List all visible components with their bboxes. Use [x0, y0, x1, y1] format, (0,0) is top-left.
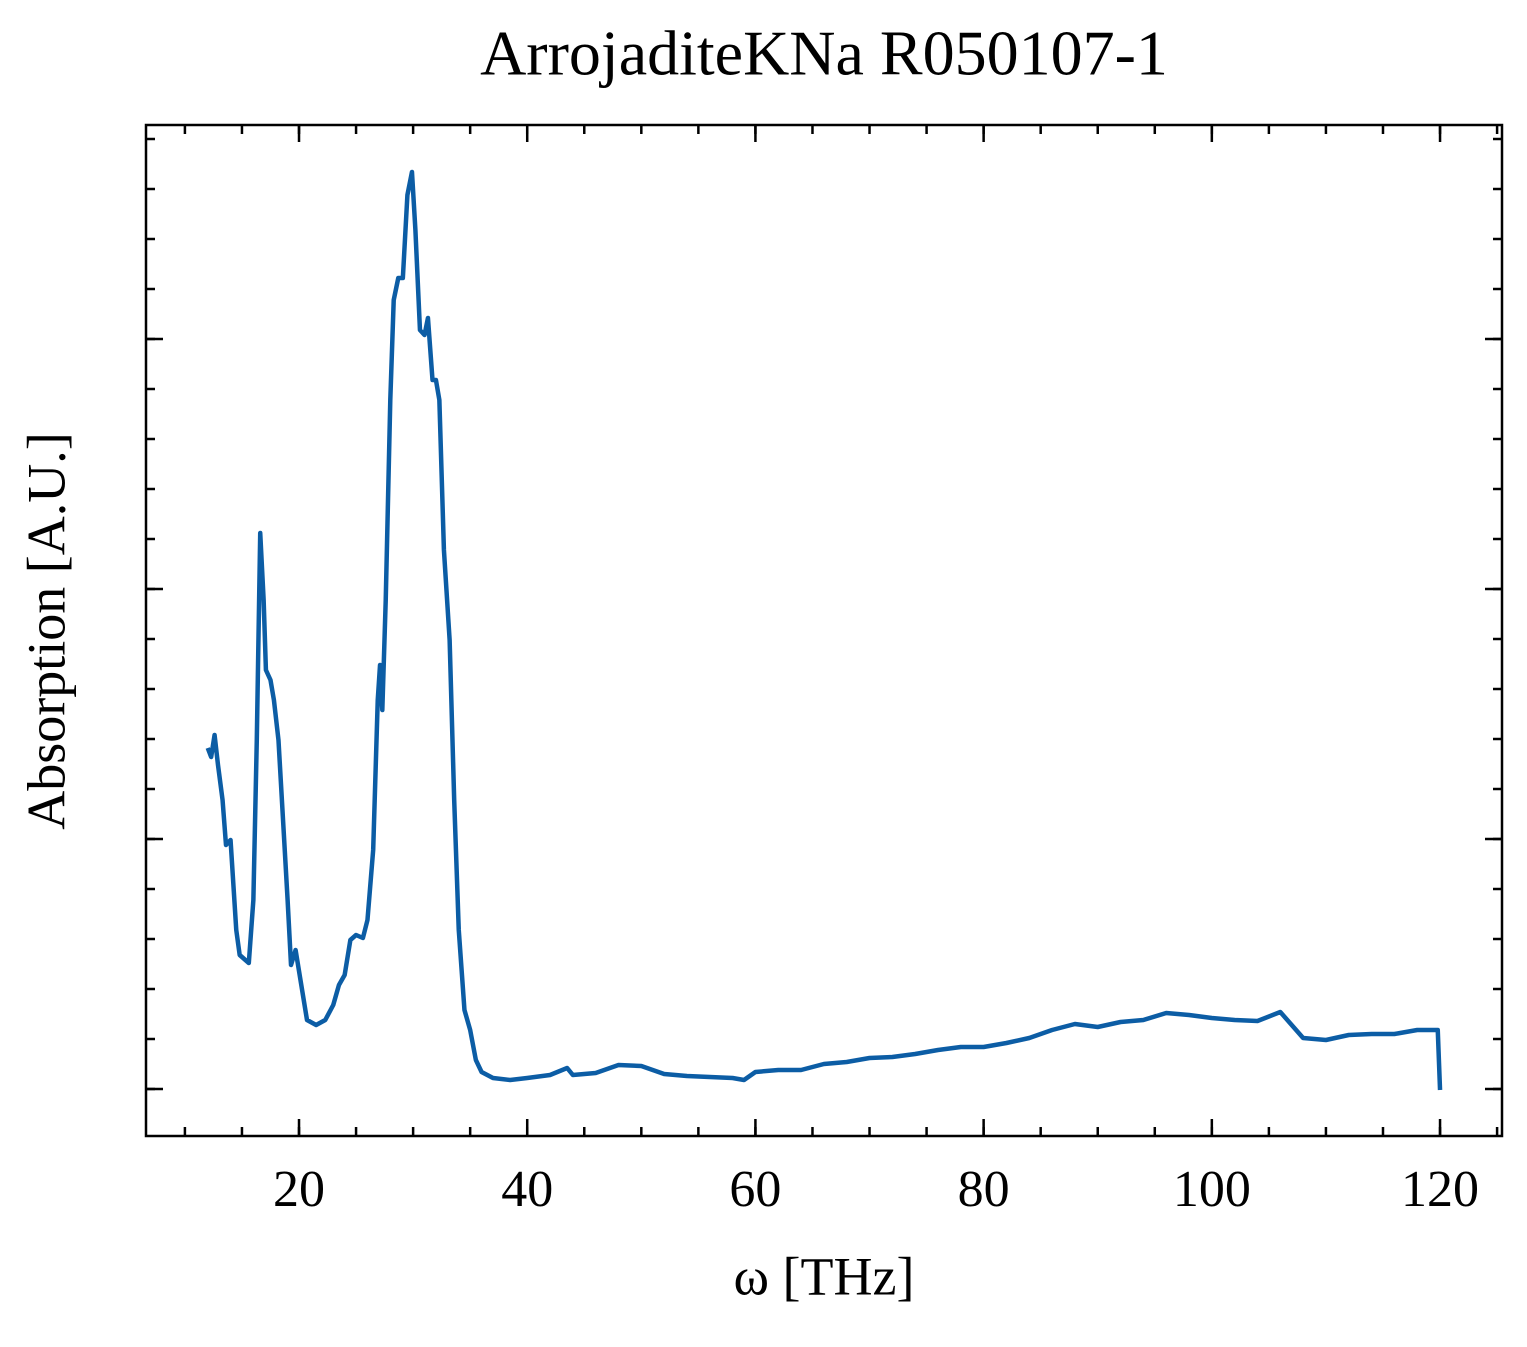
x-tick-label: 40	[501, 1161, 553, 1218]
x-tick-label: 100	[1173, 1161, 1251, 1218]
x-axis-label: ω [THz]	[734, 1246, 915, 1306]
data-line	[205, 169, 1443, 1091]
chart-title: ArrojaditeKNa R050107-1	[480, 18, 1168, 89]
x-tick-label: 120	[1401, 1161, 1479, 1218]
x-tick-label: 20	[273, 1161, 325, 1218]
plot-frame	[144, 123, 1504, 1138]
x-tick-label: 60	[729, 1161, 781, 1218]
y-axis-label: Absorption [A.U.]	[16, 432, 76, 829]
x-tick-label: 80	[958, 1161, 1010, 1218]
